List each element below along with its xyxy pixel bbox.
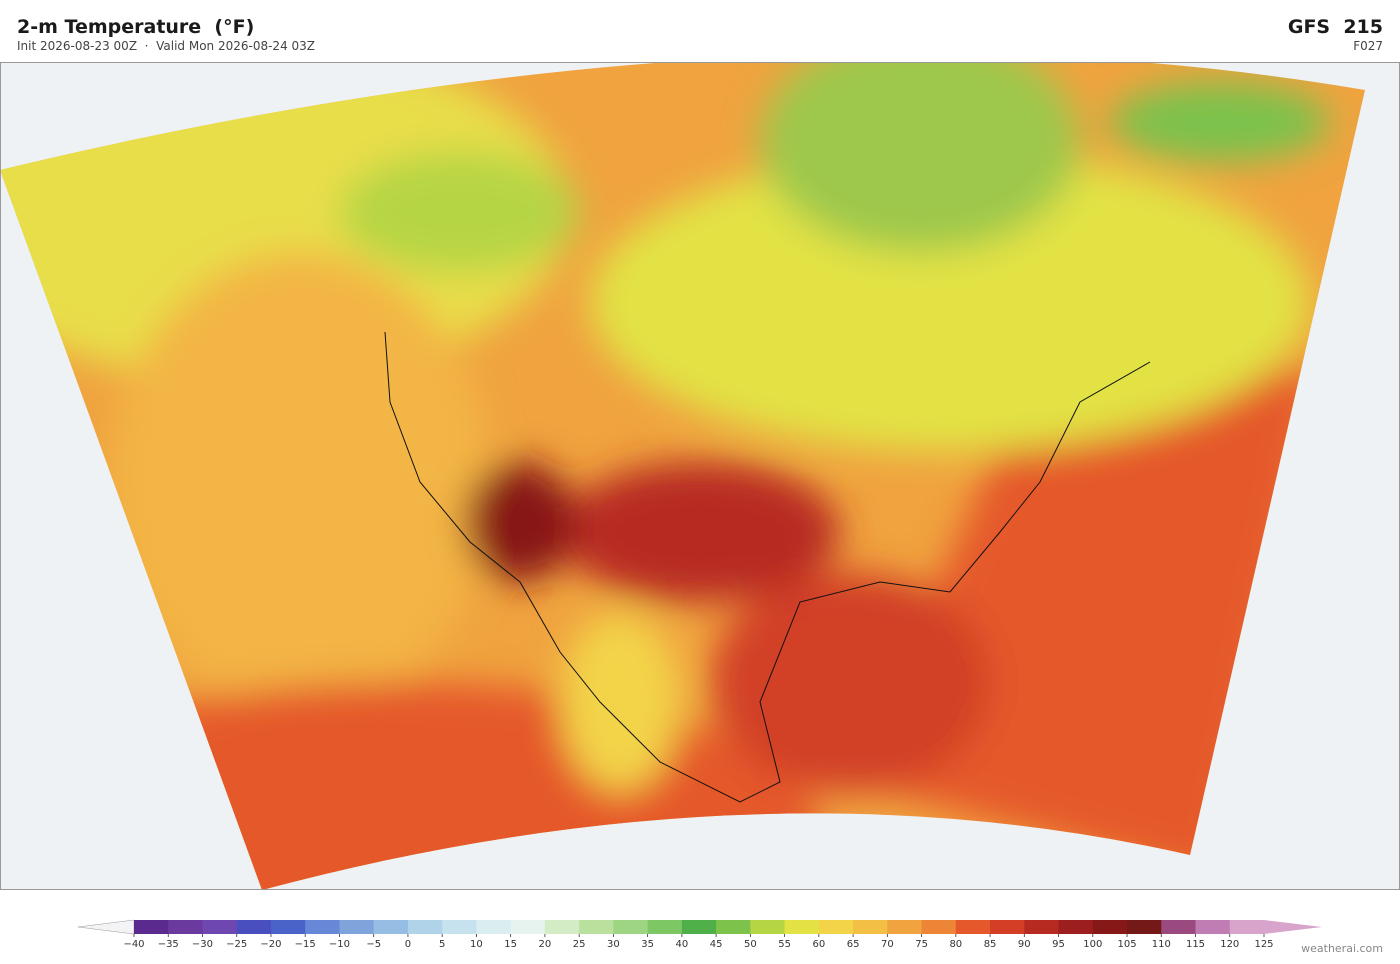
- colorbar-tick-label: 85: [984, 939, 997, 950]
- colorbar-tick-label: 75: [915, 939, 928, 950]
- field-blob: [560, 612, 680, 792]
- colorbar-segment: [236, 920, 272, 934]
- colorbar-tick-label: 105: [1117, 939, 1136, 950]
- colorbar-tick-label: −5: [366, 939, 381, 950]
- colorbar-segment: [921, 920, 957, 934]
- field-blob: [560, 462, 840, 602]
- coastline: [384, 331, 1151, 803]
- credit: weatherai.com: [1301, 942, 1383, 955]
- colorbar-tick-label: 45: [710, 939, 723, 950]
- colorbar-segment: [1058, 920, 1094, 934]
- field-blob: [110, 252, 490, 712]
- field-blob: [340, 152, 580, 272]
- colorbar-tick-label: 30: [607, 939, 620, 950]
- temperature-field: [0, 62, 1365, 890]
- colorbar-tick-label: 95: [1052, 939, 1065, 950]
- colorbar-tick-label: −25: [226, 939, 247, 950]
- colorbar-tick-label: 65: [847, 939, 860, 950]
- colorbar-segment: [270, 920, 306, 934]
- colorbar-segment: [1127, 920, 1162, 934]
- colorbar: −40 −35 −30 −25 −20 −15 −10 −5 0 5 10 15 20 25 30 35 40 4…: [77, 919, 1322, 950]
- colorbar-segment: [544, 920, 580, 934]
- colorbar-segment: [750, 920, 786, 934]
- colorbar-segment: [1195, 920, 1231, 934]
- colorbar-segment: [990, 920, 1025, 934]
- colorbar-segment: [1161, 920, 1197, 934]
- colorbar-segment: [579, 920, 614, 934]
- colorbar-tick-label: 120: [1220, 939, 1239, 950]
- colorbar-tick-label: 90: [1018, 939, 1031, 950]
- colorbar-segment: [339, 920, 375, 934]
- field-blob: [1110, 82, 1330, 162]
- colorbar-tick-label: 5: [439, 939, 445, 950]
- colorbar-tick-label: 100: [1083, 939, 1102, 950]
- colorbar-segment: [442, 920, 477, 934]
- map: [0, 62, 1400, 890]
- colorbar-segment: [818, 920, 854, 934]
- subtitle: Init 2026-08-23 00Z · Valid Mon 2026-08-…: [17, 39, 316, 53]
- colorbar-tick-label: 55: [778, 939, 791, 950]
- title: 2-m Temperature (°F): [17, 16, 255, 38]
- colorbar-tick-label: 0: [405, 939, 411, 950]
- colorbar-segment: [853, 920, 888, 934]
- colorbar-tick-label: 15: [504, 939, 517, 950]
- colorbar-segment: [202, 920, 238, 934]
- colorbar-tick-label: −30: [192, 939, 213, 950]
- colorbar-tick-label: 115: [1186, 939, 1205, 950]
- colorbar-segment: [1229, 920, 1265, 934]
- colorbar-segment: [373, 920, 409, 934]
- colorbar-under: [77, 919, 135, 935]
- colorbar-tick-label: 20: [539, 939, 552, 950]
- field-blob: [760, 62, 1080, 252]
- colorbar-tick-label: 35: [641, 939, 654, 950]
- field-blob: [590, 152, 1310, 452]
- colorbar-segment: [476, 920, 512, 934]
- forecast-hour: F027: [1353, 39, 1383, 53]
- colorbar-segment: [647, 920, 683, 934]
- colorbar-segment: [407, 920, 443, 934]
- colorbar-segment: [716, 920, 751, 934]
- colorbar-tick-label: 70: [881, 939, 894, 950]
- colorbar-segment: [168, 920, 203, 934]
- colorbar-tick-label: −15: [295, 939, 316, 950]
- colorbar-tick-label: −40: [123, 939, 144, 950]
- field-blob: [850, 362, 1320, 882]
- colorbar-segment: [1092, 920, 1128, 934]
- colorbar-segment: [681, 920, 717, 934]
- colorbar-tick-label: 50: [744, 939, 757, 950]
- colorbar-tick-label: 25: [573, 939, 586, 950]
- colorbar-segment: [305, 920, 340, 934]
- colorbar-segment: [613, 920, 649, 934]
- colorbar-segment: [510, 920, 546, 934]
- colorbar-tick-label: 10: [470, 939, 483, 950]
- colorbar-segment: [1024, 920, 1060, 934]
- colorbar-tick-label: −20: [260, 939, 281, 950]
- colorbar-tick-label: −35: [158, 939, 179, 950]
- colorbar-segment: [134, 920, 169, 934]
- colorbar-segment: [784, 920, 820, 934]
- colorbar-tick-label: 125: [1254, 939, 1273, 950]
- colorbar-tick-label: 110: [1152, 939, 1171, 950]
- colorbar-segment: [955, 920, 991, 934]
- colorbar-tick-label: 80: [949, 939, 962, 950]
- colorbar-tick-label: −10: [329, 939, 350, 950]
- colorbar-tick-label: 60: [812, 939, 825, 950]
- colorbar-tick-label: 40: [676, 939, 689, 950]
- field-blob: [710, 572, 990, 792]
- model-label: GFS 215: [1287, 16, 1383, 38]
- field-blob: [465, 462, 575, 582]
- colorbar-segment: [887, 920, 923, 934]
- colorbar-over: [1264, 920, 1322, 934]
